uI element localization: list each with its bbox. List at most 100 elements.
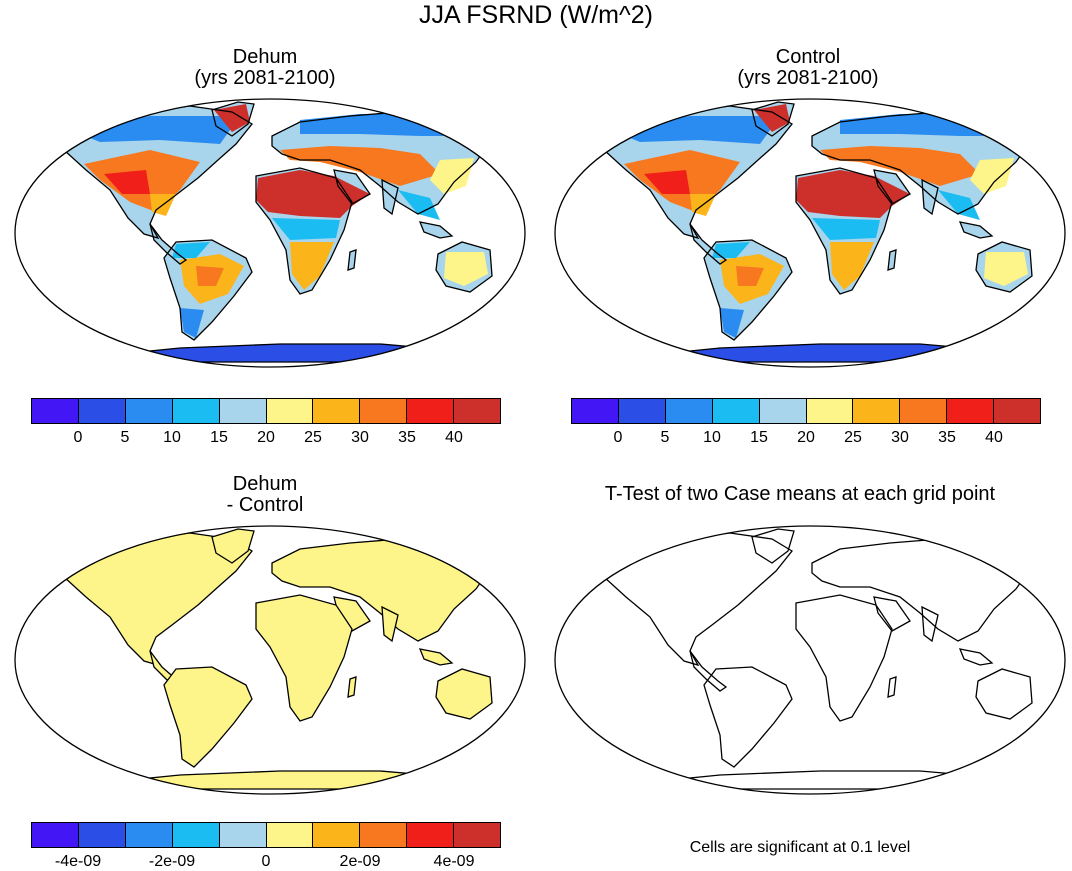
region-southern-africa [830,242,874,290]
colorbar-tick-label: 20 [797,429,815,446]
colorbar-tick-label: 35 [938,429,956,446]
map-frame [14,98,526,368]
region-sahara-arabia [256,170,370,218]
colorbar-swatch [313,399,361,423]
colorbar-diff [31,822,501,848]
region-southeast-asia [938,190,980,220]
colorbar-swatch [219,823,267,847]
significance-note: Cells are significant at 0.1 level [689,839,911,856]
region-western-us-hottest [104,170,150,194]
colorbar-swatch [125,399,173,423]
region-southeast-asia [398,190,440,220]
colorbar-swatch [219,399,267,423]
region-antarctica [90,344,470,362]
colorbar-swatch [32,823,79,847]
region-amazon-north [712,242,750,258]
colorbar-control [571,398,1041,424]
region-brazil-core [196,266,224,286]
colorbar-tick-label: 0 [613,429,623,446]
colorbar-swatch [32,399,79,423]
region-central-africa [812,218,880,240]
colorbar-swatch [806,399,854,423]
map-ttest [554,525,1066,795]
region-southern-africa [290,242,334,290]
panel-title-control: Control (yrs 2081-2100) [558,47,1058,89]
colorbar-tick-label: 0 [73,429,83,446]
colorbar-swatch [360,399,408,423]
main-title: JJA FSRND (W/m^2) [419,1,653,29]
colorbar-tick-label: 10 [163,429,181,446]
colorbar-tick-label: 30 [351,429,369,446]
region-patagonia [720,308,744,338]
colorbar-swatch [360,823,408,847]
colorbar-swatch [665,399,713,423]
region-east-asia [430,158,474,194]
panel-title-diff-line2: - Control [226,494,304,516]
colorbar-swatch [78,399,126,423]
colorbar-swatch [712,399,760,423]
colorbar-swatch [853,399,901,423]
colorbar-tick-label: 5 [660,429,670,446]
colorbar-swatch [618,399,666,423]
map-control [554,98,1066,368]
colorbar-swatch [266,399,314,423]
colorbar-swatch [454,399,501,423]
map-frame [554,98,1066,368]
region-sahara-arabia [796,170,910,218]
colorbar-swatch [994,399,1041,423]
colorbar-tick-label: 25 [304,429,322,446]
colorbar-swatch [78,823,126,847]
map-diff [14,525,526,795]
region-central-asia [280,146,440,186]
colorbar-swatch [125,823,173,847]
panel-title-dehum-line2: (yrs 2081-2100) [194,67,336,89]
colorbar-swatch [947,399,995,423]
colorbar-swatch [572,399,619,423]
region-amazon-north [172,242,210,258]
colorbar-swatch [454,823,501,847]
colorbar-swatch [900,399,948,423]
colorbar-tick-label: 40 [445,429,463,446]
panel-title-dehum: Dehum (yrs 2081-2100) [15,47,515,89]
panel-title-dehum-line1: Dehum [232,46,298,68]
colorbar-tick-label: 20 [257,429,275,446]
colorbar-swatch [407,823,455,847]
map-frame [14,525,526,795]
colorbar-tick-label: 30 [891,429,909,446]
region-central-africa [272,218,340,240]
colorbar-tick-label: 25 [844,429,862,446]
colorbar-swatch [172,399,220,423]
region-siberia [840,114,1020,136]
panel-title-ttest: T-Test of two Case means at each grid po… [604,483,996,505]
colorbar-tick-label: 40 [985,429,1003,446]
panel-title-diff: Dehum - Control [15,474,515,516]
colorbar-swatch [407,399,455,423]
panel-title-control-line1: Control [775,46,841,68]
colorbar-swatch [172,823,220,847]
colorbar-swatch [313,823,361,847]
region-brazil-core [736,266,764,286]
region-east-asia [970,158,1014,194]
region-australia [444,252,488,286]
colorbar-tick-label: 15 [210,429,228,446]
region-central-asia [820,146,980,186]
region-antarctica [630,344,1010,362]
colorbar-tick-label: 4e-09 [433,853,475,870]
map-frame [554,525,1066,795]
colorbar-dehum [31,398,501,424]
region-patagonia [180,308,204,338]
colorbar-tick-label: 10 [703,429,721,446]
region-siberia [300,114,480,136]
region-western-us-hottest [644,170,690,194]
colorbar-swatch [266,823,314,847]
panel-title-control-line2: (yrs 2081-2100) [737,67,879,89]
colorbar-tick-label: 35 [398,429,416,446]
colorbar-tick-label: -4e-09 [54,853,102,870]
panel-title-diff-line1: Dehum [232,473,298,495]
map-dehum [14,98,526,368]
colorbar-swatch [759,399,807,423]
colorbar-tick-label: 2e-09 [339,853,381,870]
colorbar-tick-label: -2e-09 [148,853,196,870]
region-australia [984,252,1028,286]
colorbar-tick-label: 0 [261,853,271,870]
